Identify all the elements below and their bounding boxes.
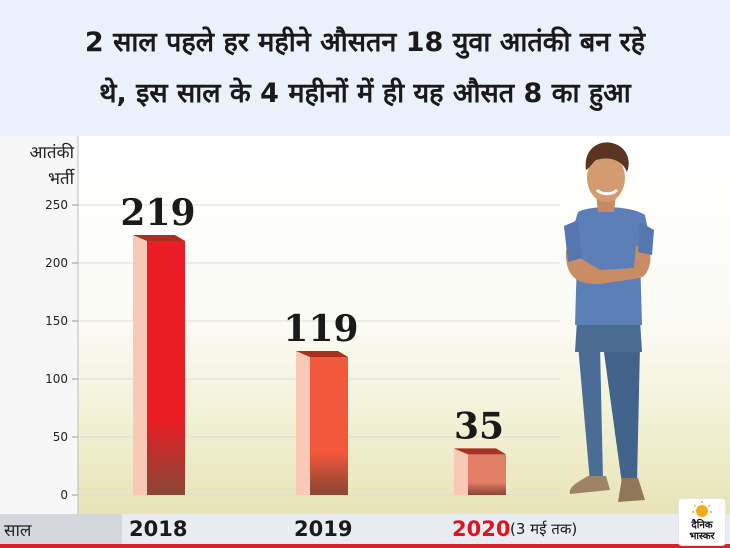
y-tick-label: 100 [45, 372, 68, 386]
title-line-1: 2 साल पहले हर महीने औसतन 18 युवा आतंकी ब… [84, 27, 646, 58]
category-note-2020: (3 मई तक) [510, 520, 578, 538]
y-tick-label: 150 [45, 314, 68, 328]
bar-2020-top [454, 448, 506, 455]
bar-2019-side [296, 350, 310, 495]
person-right-leg [603, 345, 640, 484]
person-right-shoe [618, 478, 645, 502]
logo-text-line-2: भास्कर [689, 531, 715, 542]
bar-2019 [296, 350, 348, 495]
bar-2018-front [147, 240, 185, 495]
bar-2018-top [133, 234, 185, 241]
y-axis-label-line-2: भर्ती [47, 169, 74, 189]
y-tick-label: 0 [60, 488, 68, 502]
category-label-2020: 2020 [452, 517, 511, 541]
publisher-logo: दैनिक भास्कर [678, 498, 726, 546]
value-label-2019: 119 [283, 308, 358, 350]
y-axis-label: आतंकी भर्ती [6, 140, 74, 192]
bar-2020 [454, 448, 506, 495]
logo-text-line-1: दैनिक [691, 520, 713, 531]
x-axis-label-box [0, 514, 122, 544]
person-left-leg [578, 345, 603, 482]
bar-2020-front [468, 454, 506, 495]
bar-2018-side [133, 234, 147, 495]
person-left-shoe [569, 476, 610, 494]
value-label-2018: 219 [120, 192, 195, 234]
header-panel [0, 0, 730, 136]
bottom-red-rule [0, 544, 730, 548]
category-label-2019: 2019 [294, 517, 353, 541]
bar-2019-top [296, 350, 348, 357]
person-arms [565, 246, 651, 285]
person-shirt [566, 207, 652, 325]
y-tick-label: 250 [45, 198, 68, 212]
title-line-2: थे, इस साल के 4 महीनों में ही यह औसत 8 क… [99, 78, 631, 109]
y-axis-label-line-1: आतंकी [29, 143, 74, 163]
y-tick-label: 50 [53, 430, 68, 444]
y-tick-label: 200 [45, 256, 68, 270]
bar-2018 [133, 234, 185, 495]
person-illustration [564, 142, 654, 502]
person-hair [585, 142, 629, 172]
x-axis-label: साल [4, 521, 32, 541]
bar-2019-front [310, 356, 348, 495]
category-label-2018: 2018 [129, 517, 188, 541]
bar-2020-side [454, 448, 468, 495]
y-axis-column [0, 136, 78, 514]
value-label-2020: 35 [454, 405, 504, 447]
sun-icon [692, 501, 712, 517]
